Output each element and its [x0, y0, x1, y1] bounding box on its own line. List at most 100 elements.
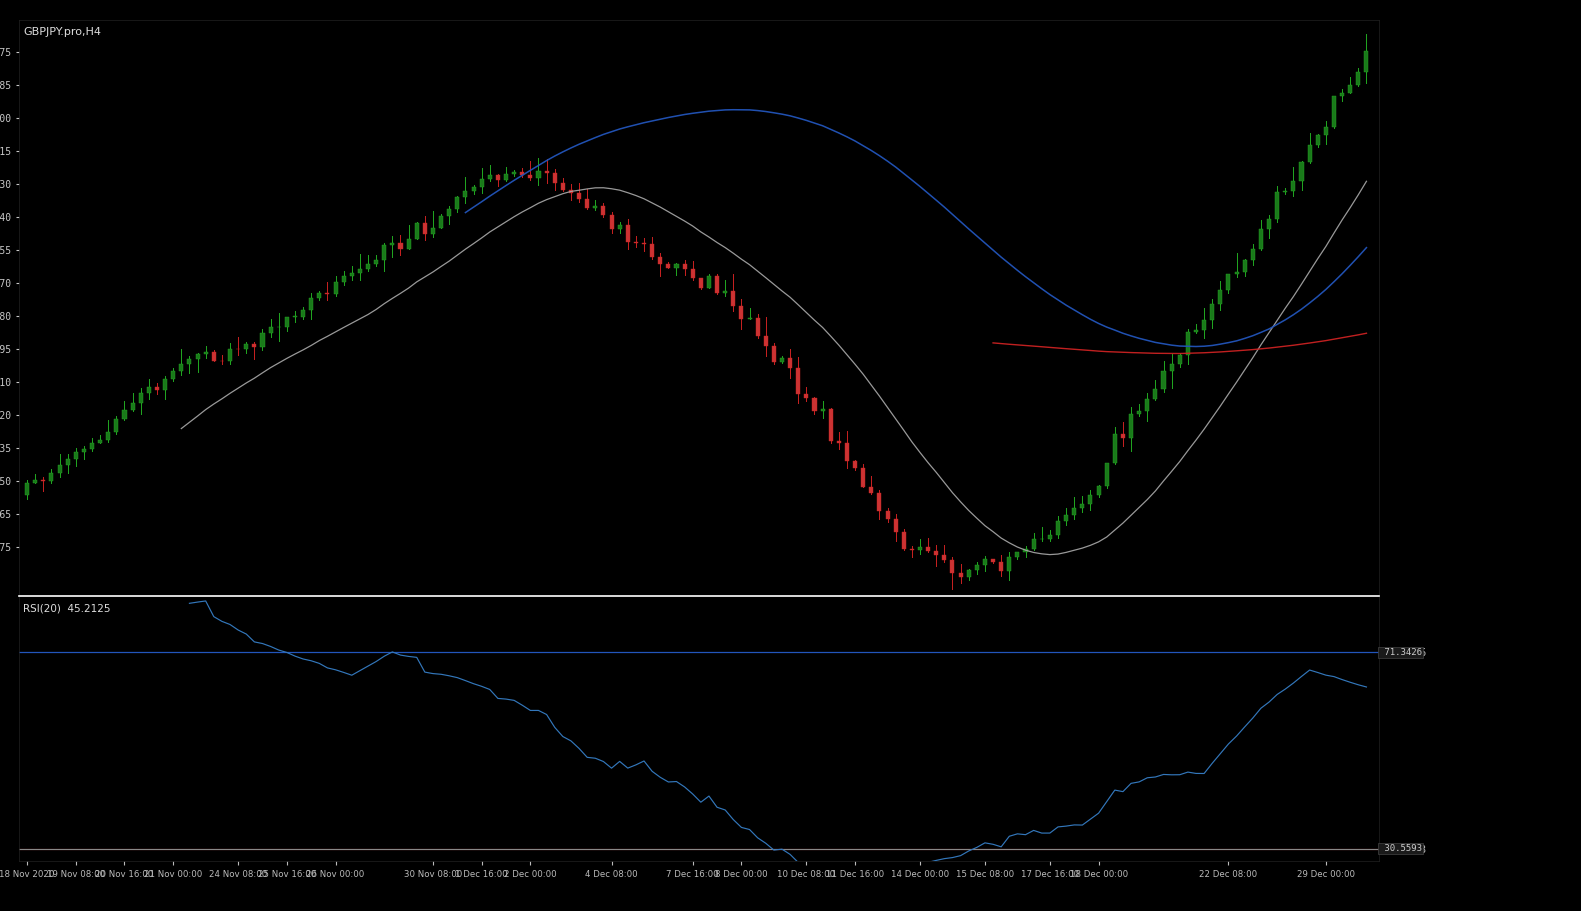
- Bar: [618, 225, 621, 230]
- Bar: [1154, 389, 1157, 399]
- Bar: [447, 210, 451, 217]
- Bar: [326, 292, 329, 293]
- Bar: [544, 170, 549, 173]
- Bar: [349, 272, 354, 276]
- Bar: [171, 372, 175, 379]
- Bar: [885, 511, 890, 519]
- Bar: [212, 353, 217, 361]
- Bar: [1243, 260, 1247, 271]
- Bar: [1178, 355, 1181, 364]
- Bar: [414, 223, 419, 239]
- Bar: [1015, 552, 1020, 557]
- Bar: [365, 264, 370, 269]
- Bar: [1331, 97, 1336, 127]
- Bar: [1064, 516, 1069, 521]
- Bar: [432, 228, 435, 234]
- Bar: [440, 217, 443, 228]
- Bar: [797, 368, 800, 394]
- Bar: [463, 191, 468, 197]
- Bar: [1056, 521, 1059, 535]
- Bar: [1219, 290, 1222, 303]
- Bar: [147, 387, 150, 394]
- Bar: [163, 379, 168, 390]
- Bar: [74, 452, 77, 459]
- Bar: [310, 298, 313, 311]
- Bar: [25, 483, 28, 495]
- Bar: [683, 264, 686, 269]
- Bar: [1300, 162, 1304, 180]
- Bar: [958, 573, 963, 577]
- Bar: [1227, 274, 1230, 290]
- Bar: [1341, 93, 1344, 97]
- Bar: [512, 172, 515, 174]
- Bar: [479, 179, 484, 187]
- Bar: [520, 172, 525, 175]
- Bar: [740, 306, 743, 319]
- Bar: [1032, 539, 1036, 549]
- Bar: [528, 175, 533, 178]
- Bar: [634, 241, 637, 243]
- Bar: [243, 344, 248, 350]
- Bar: [375, 260, 378, 264]
- Bar: [1266, 220, 1271, 229]
- Bar: [471, 187, 476, 191]
- Bar: [1162, 371, 1165, 389]
- Bar: [610, 215, 613, 230]
- Bar: [188, 359, 191, 363]
- Bar: [1186, 333, 1190, 355]
- Bar: [1364, 51, 1369, 72]
- Bar: [909, 549, 914, 550]
- Bar: [862, 468, 865, 486]
- Bar: [406, 239, 411, 249]
- Bar: [204, 353, 207, 354]
- Bar: [122, 410, 126, 419]
- Bar: [383, 245, 386, 260]
- Bar: [691, 269, 694, 278]
- Bar: [131, 403, 134, 410]
- Bar: [196, 354, 199, 359]
- Bar: [496, 175, 500, 179]
- Bar: [57, 465, 62, 473]
- Bar: [707, 276, 711, 288]
- Bar: [1284, 190, 1287, 192]
- Bar: [155, 387, 160, 390]
- Text: RSI(20)  45.2125: RSI(20) 45.2125: [24, 604, 111, 614]
- Bar: [106, 432, 111, 440]
- Bar: [779, 358, 784, 363]
- Bar: [854, 461, 857, 468]
- Bar: [1323, 127, 1328, 135]
- Bar: [966, 570, 971, 577]
- Bar: [666, 263, 670, 268]
- Bar: [1072, 508, 1077, 516]
- Bar: [601, 206, 606, 215]
- Text: 30.5593: 30.5593: [1379, 844, 1421, 853]
- Bar: [391, 243, 394, 245]
- Bar: [1349, 85, 1352, 93]
- Bar: [285, 317, 289, 327]
- Bar: [1023, 549, 1028, 552]
- Bar: [1235, 271, 1238, 274]
- Bar: [261, 333, 264, 347]
- Bar: [975, 565, 979, 570]
- Bar: [455, 197, 460, 210]
- Bar: [836, 442, 841, 444]
- Bar: [1048, 535, 1051, 538]
- Bar: [1170, 364, 1173, 371]
- Bar: [300, 311, 305, 317]
- Bar: [772, 345, 776, 363]
- Bar: [950, 560, 955, 573]
- Bar: [1007, 557, 1012, 571]
- Bar: [1105, 463, 1108, 486]
- Bar: [658, 257, 662, 263]
- Bar: [585, 200, 590, 208]
- Bar: [253, 344, 256, 347]
- Bar: [98, 440, 103, 443]
- Bar: [1088, 495, 1092, 504]
- Bar: [991, 558, 994, 562]
- Bar: [901, 532, 906, 549]
- Bar: [593, 206, 598, 208]
- Bar: [699, 278, 704, 288]
- Bar: [536, 170, 541, 178]
- Bar: [1315, 135, 1320, 145]
- Bar: [1137, 411, 1141, 414]
